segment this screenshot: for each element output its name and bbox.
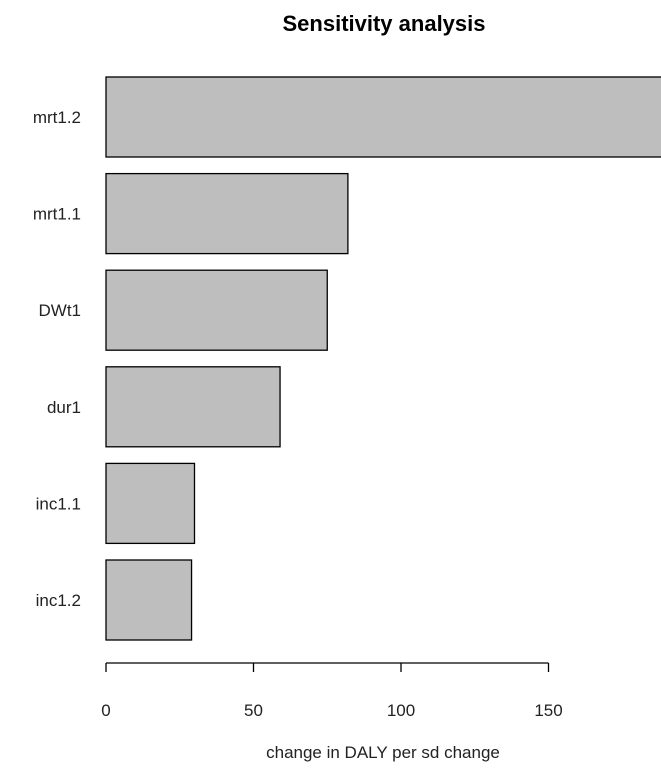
- category-label-mrt1.2: mrt1.2: [33, 108, 81, 127]
- x-axis: 0 50 100 150: [101, 662, 563, 720]
- bar-mrt1.1: [105, 172, 349, 255]
- bar-mrt1.2: [105, 76, 661, 158]
- bar-inc1.1: [105, 462, 196, 545]
- chart-title: Sensitivity analysis: [283, 11, 486, 36]
- category-labels: mrt1.2 mrt1.1 DWt1 dur1 inc1.1 inc1.2: [33, 108, 81, 610]
- bar-DWt1: [105, 269, 328, 351]
- category-label-inc1.1: inc1.1: [36, 494, 81, 513]
- category-label-inc1.2: inc1.2: [36, 591, 81, 610]
- bar-inc1.2: [105, 559, 193, 641]
- bars-group: [105, 76, 661, 641]
- category-label-DWt1: DWt1: [39, 301, 82, 320]
- x-axis-label: change in DALY per sd change: [266, 743, 500, 762]
- x-tick-label: 50: [244, 701, 263, 720]
- category-label-dur1: dur1: [47, 398, 81, 417]
- x-tick-label: 100: [387, 701, 415, 720]
- x-tick-label: 150: [534, 701, 562, 720]
- category-label-mrt1.1: mrt1.1: [33, 205, 81, 224]
- bar-dur1: [105, 366, 281, 448]
- x-tick-label: 0: [101, 701, 110, 720]
